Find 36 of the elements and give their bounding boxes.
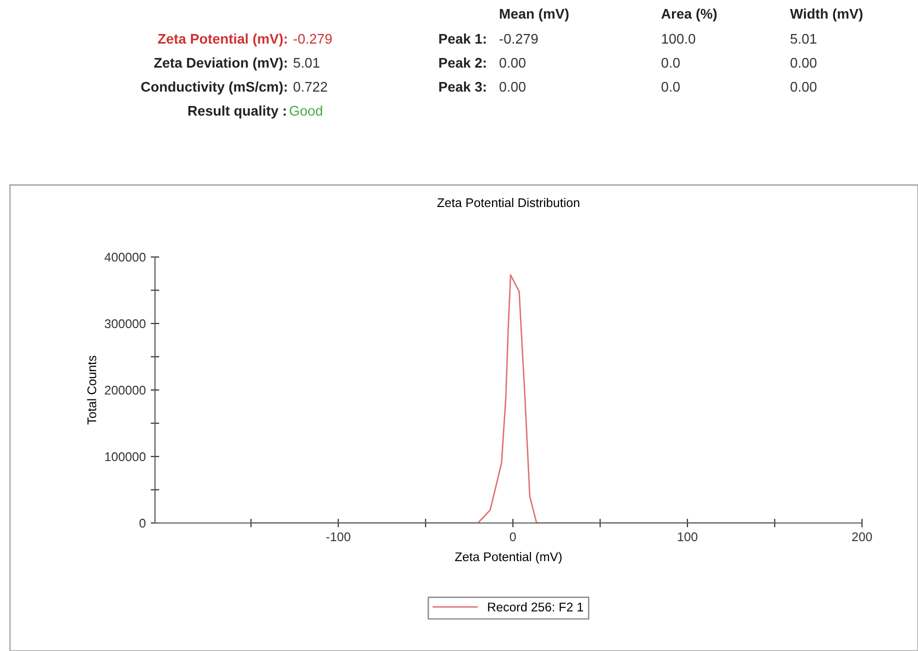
text: Width (mV) <box>790 8 862 22</box>
text: Zeta Potential (mV): <box>158 34 287 46</box>
text: Peak 1: <box>439 34 486 44</box>
text: 0.00 <box>790 82 816 92</box>
text: 5.01 <box>294 58 320 68</box>
text: 0.0 <box>662 58 680 68</box>
legend-label: Record 256: F2 1 <box>488 602 584 612</box>
y-axis-title: Total Counts <box>87 356 96 424</box>
y-tick-label: 400000 <box>104 252 146 262</box>
text: Mean (mV) <box>500 8 569 22</box>
y-tick-label: 200000 <box>104 386 146 395</box>
text: Peak 3: <box>439 82 486 92</box>
text: 0.00 <box>790 58 816 68</box>
x-tick-label: -100 <box>326 532 350 542</box>
y-tick-label: 300000 <box>104 319 146 328</box>
text: 0.0 <box>662 82 680 92</box>
text: 5.01 <box>790 34 816 44</box>
text: Conductivity (mS/cm): <box>141 82 287 94</box>
text: -0.279 <box>500 34 538 44</box>
y-tick-label: 100000 <box>105 452 146 462</box>
text: Area (%) <box>661 8 717 22</box>
y-tick-label: 0 <box>140 518 146 528</box>
x-tick-label: 200 <box>852 532 872 542</box>
text: 100.0 <box>662 34 696 44</box>
text: 0.00 <box>500 82 526 92</box>
text: Good <box>290 106 322 116</box>
text: 0.00 <box>500 58 526 68</box>
x-tick-label: 0 <box>510 532 516 542</box>
text: Result quality : <box>188 106 286 118</box>
x-axis-title: Zeta Potential (mV) <box>455 552 562 564</box>
x-tick-label: 100 <box>678 532 698 542</box>
text: Peak 2: <box>439 58 486 68</box>
chart-title: Zeta Potential Distribution <box>437 198 580 208</box>
text: -0.279 <box>294 34 332 44</box>
text: 0.722 <box>294 82 328 92</box>
text: Zeta Deviation (mV): <box>154 58 287 70</box>
